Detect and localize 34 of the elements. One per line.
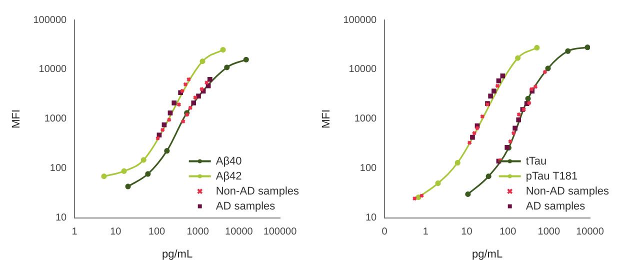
y-tick-label: 10000 <box>348 64 378 76</box>
y-tick-label: 10 <box>55 212 68 224</box>
x-tick-label: 1000 <box>186 226 210 238</box>
y-tick-label: 100 <box>50 163 68 174</box>
x-tick-label: 10000 <box>225 226 254 238</box>
x-tick-label: 100 <box>499 226 517 238</box>
x-tick-label: 100 <box>148 226 166 238</box>
x-axis-title: pg/mL <box>162 248 193 260</box>
x-tick-label: 1 <box>72 226 78 238</box>
legend-label: pTau T181 <box>526 170 578 182</box>
y-tick-label: 1000 <box>44 114 68 125</box>
y-axis-title: MFI <box>320 109 333 128</box>
legend-label: AD samples <box>216 200 276 212</box>
y-tick-label: 100000 <box>343 14 377 26</box>
x-tick-label: 1 <box>422 226 429 238</box>
y-tick-label: 10000 <box>38 64 68 76</box>
y-tick-label: 100000 <box>33 14 67 26</box>
y-axis-title: MFI <box>10 109 23 128</box>
x-tick-label: 10 <box>461 226 473 238</box>
x-tick-label: 0 <box>382 226 388 238</box>
legend-label: AD samples <box>526 200 586 212</box>
x-tick-label: 1000 <box>538 226 560 238</box>
legend-label: Aβ42 <box>216 170 242 182</box>
y-tick-label: 1000 <box>354 114 378 125</box>
y-tick-label: 10 <box>365 212 378 224</box>
legend-label: Non-AD samples <box>526 185 610 198</box>
x-tick-label: 10000 <box>576 226 604 238</box>
x-tick-label: 100000 <box>263 226 298 238</box>
legend-label: tTau <box>526 155 547 168</box>
x-tick-label: 10 <box>110 226 122 238</box>
legend-label: Non-AD samples <box>216 185 300 198</box>
y-tick-label: 100 <box>360 163 378 174</box>
legend-label: Aβ40 <box>216 155 242 168</box>
x-axis-title: pg/mL <box>472 248 503 260</box>
